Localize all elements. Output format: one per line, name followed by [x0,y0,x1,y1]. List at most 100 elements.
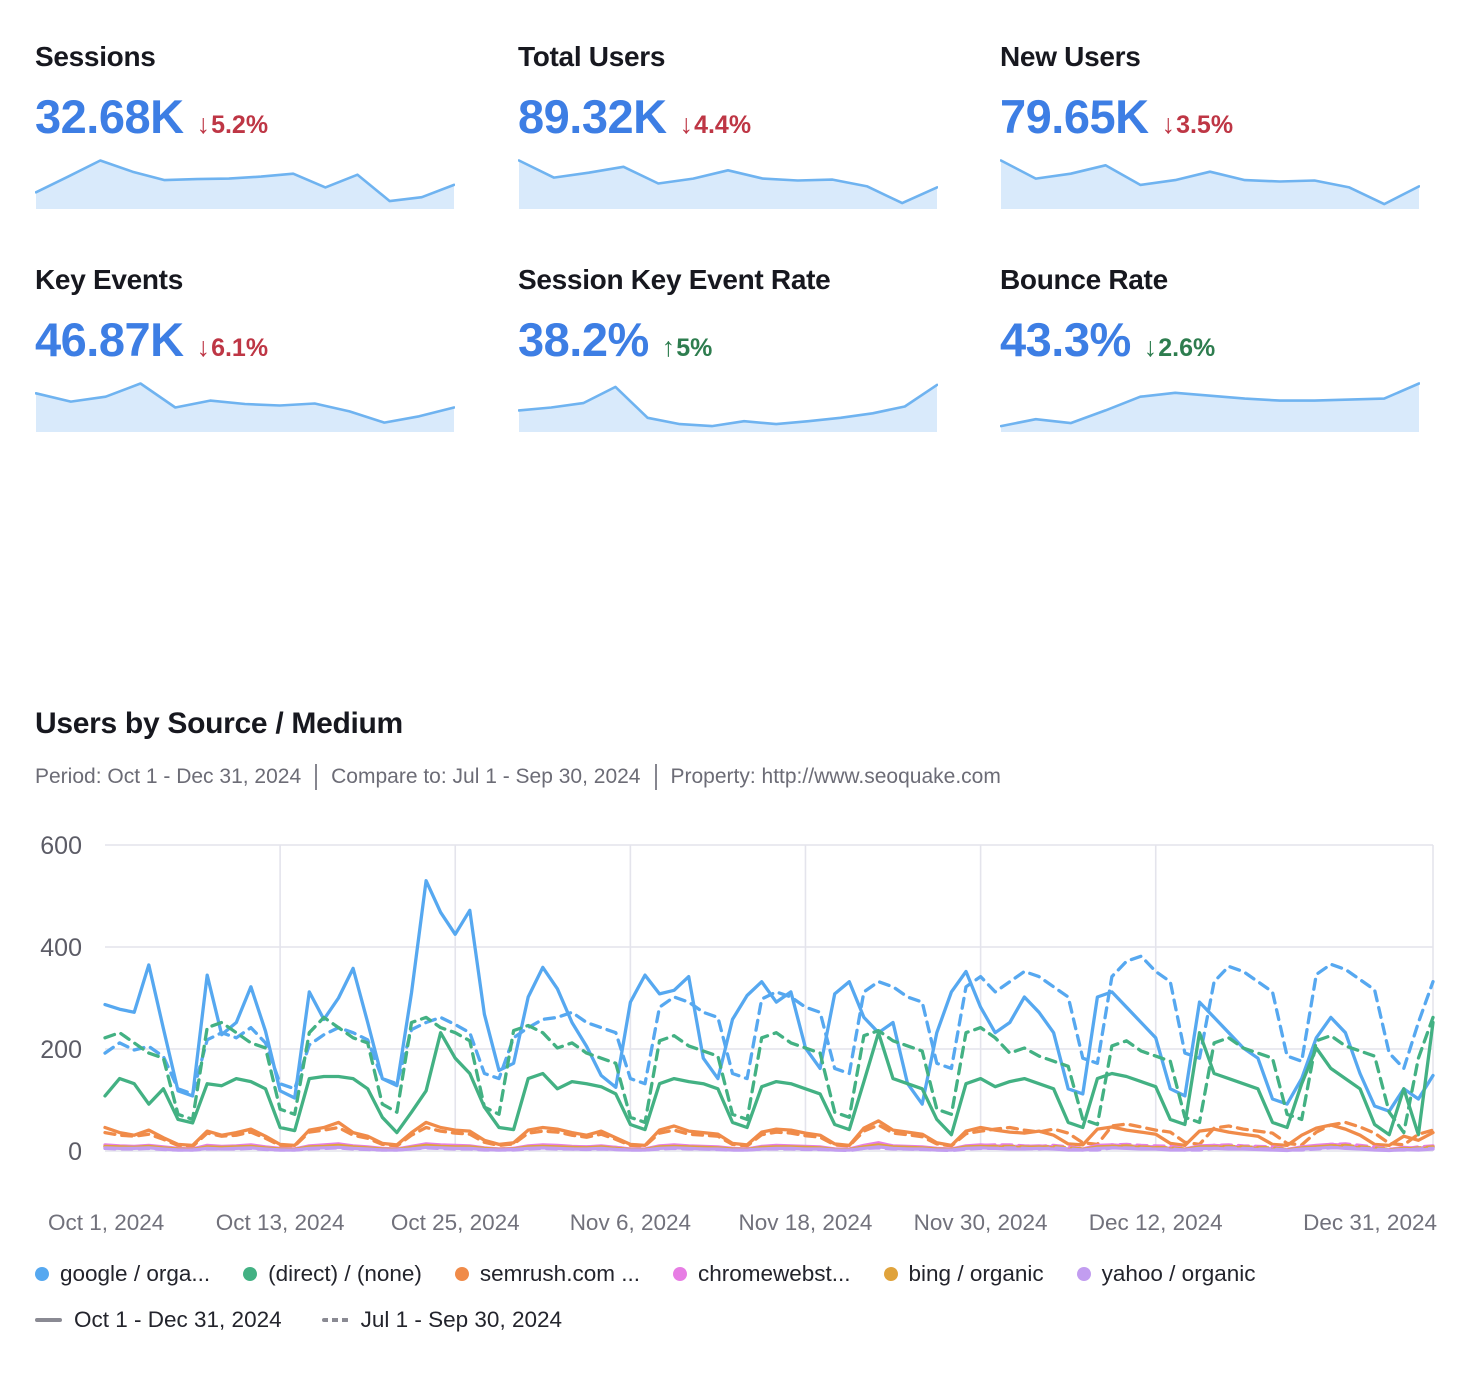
legend-label: (direct) / (none) [268,1261,422,1286]
kpi-title: Sessions [35,41,156,72]
kpi-delta-value: 2.6% [1158,334,1216,362]
y-axis-tick-label: 0 [68,1138,82,1166]
x-axis-tick-label: Dec 31, 2024 [1303,1210,1437,1235]
property-label: Property: http://www.seoquake.com [670,765,1001,788]
series-line-google-organic-current [103,879,1435,1113]
kpi-sparkline [518,383,938,432]
users-by-source-chart[interactable]: 600 400 200 0 Oct 1, 2024 Oct 13, 2024 Oct 25,… [0,830,1482,1250]
legend-label: google / orga... [60,1261,211,1286]
kpi-delta: ↓ 6.1% [197,332,268,363]
legend-item-chromewebstore[interactable]: chromewebst... [672,1261,851,1287]
kpi-value: 38.2% [518,313,649,366]
period-label: Period: Oct 1 - Dec 31, 2024 [35,765,302,788]
kpi-sparkline [1000,159,1420,209]
legend-dot-icon [883,1267,898,1281]
kpi-title: New Users [1000,41,1141,72]
arrow-down-icon: ↓ [1143,332,1158,362]
series-line-yahoo-organic-current [103,1145,1435,1153]
kpi-sparkline [518,159,938,209]
kpi-sparkline [1000,382,1420,432]
kpi-value: 32.68K [35,90,184,143]
subtitle-divider [315,764,318,790]
legend-item-direct-none[interactable]: (direct) / (none) [243,1261,422,1287]
legend-label: chromewebst... [697,1261,851,1286]
legend-label: semrush.com ... [479,1261,640,1286]
x-axis-tick-label: Oct 25, 2024 [391,1210,520,1235]
kpi-card: Session Key Event Rate 38.2% ↑ 5% [518,263,938,486]
sparkline-area [36,160,454,209]
x-axis-tick-label: Nov 30, 2024 [914,1210,1048,1235]
kpi-title: Total Users [518,41,666,72]
y-axis-tick-label: 600 [40,832,82,860]
chart-section-title: Users by Source / Medium [35,707,403,740]
series-line-direct-none-previous [103,1015,1435,1135]
chart-legend-periods: Oct 1 - Dec 31, 2024 Jul 1 - Sep 30, 2024 [35,1307,562,1333]
kpi-delta-value: 6.1% [211,334,269,362]
legend-dot-icon [672,1267,687,1281]
x-axis-tick-label: Nov 6, 2024 [570,1210,691,1235]
legend-label: yahoo / organic [1101,1261,1256,1286]
chart-section-subtitle: Period: Oct 1 - Dec 31, 2024 Compare to:… [35,762,1001,792]
x-axis-tick-label: Dec 12, 2024 [1089,1210,1223,1235]
kpi-delta-value: 5% [676,334,713,362]
kpi-value: 46.87K [35,313,184,366]
kpi-title: Bounce Rate [1000,264,1168,295]
x-axis-tick-label: Oct 13, 2024 [216,1210,345,1235]
y-axis-tick-label: 200 [40,1036,82,1064]
legend-dot-icon [243,1267,258,1281]
legend-period-label: Jul 1 - Sep 30, 2024 [360,1307,562,1332]
chart-legend-sources: google / orga... (direct) / (none) semrush… [35,1261,1255,1287]
legend-dot-icon [1076,1267,1091,1281]
sparkline-line [1000,382,1420,428]
sparkline-line [518,383,938,428]
kpi-card: Key Events 46.87K ↓ 6.1% [35,263,455,486]
series-line-semrush-current [103,1119,1435,1148]
arrow-down-icon: ↓ [196,332,211,362]
sparkline-area [36,383,454,432]
sparkline-line [518,159,938,205]
sparkline-area [1001,383,1419,432]
sparkline-area [1001,160,1419,209]
arrow-down-icon: ↓ [1161,109,1176,139]
kpi-grid: Sessions 32.68K ↓ 5.2% Total Users 89.32K ↓ 4.4… [35,40,1447,486]
legend-item-period-dashed[interactable]: Jul 1 - Sep 30, 2024 [321,1307,562,1333]
kpi-value: 43.3% [1000,313,1131,366]
legend-item-bing-organic[interactable]: bing / organic [883,1261,1044,1287]
x-axis-tick-label: Nov 18, 2024 [739,1210,873,1235]
sparkline-line [35,159,455,203]
solid-line-icon [35,1317,62,1323]
x-axis-tick-label: Oct 1, 2024 [48,1210,164,1235]
kpi-title: Session Key Event Rate [518,264,831,295]
kpi-delta: ↑ 5% [662,332,713,363]
kpi-card: Sessions 32.68K ↓ 5.2% [35,40,455,263]
kpi-value: 79.65K [1000,90,1149,143]
kpi-sparkline [35,382,455,432]
legend-item-semrush[interactable]: semrush.com ... [454,1261,640,1287]
arrow-up-icon: ↑ [661,332,676,362]
kpi-card: New Users 79.65K ↓ 3.5% [1000,40,1420,263]
y-axis-tick-label: 400 [40,934,82,962]
chart-canvas: 600 400 200 0 Oct 1, 2024 Oct 13, 2024 Oct 25,… [40,832,1437,1235]
kpi-delta: ↓ 4.4% [680,109,751,140]
legend-item-google-organic[interactable]: google / orga... [35,1261,210,1287]
subtitle-divider [654,764,657,790]
kpi-title: Key Events [35,264,183,295]
series-line-direct-none-current [103,1020,1435,1137]
dashed-line-icon [321,1317,349,1323]
kpi-sparkline [35,159,455,209]
kpi-delta-value: 3.5% [1176,111,1234,139]
arrow-down-icon: ↓ [196,109,211,139]
legend-item-period-solid[interactable]: Oct 1 - Dec 31, 2024 [35,1307,282,1333]
kpi-value: 89.32K [518,90,667,143]
arrow-down-icon: ↓ [679,109,694,139]
sparkline-line [1000,159,1420,206]
kpi-delta: ↓ 5.2% [197,109,268,140]
kpi-card: Bounce Rate 43.3% ↓ 2.6% [1000,263,1420,486]
sparkline-area [519,160,937,209]
legend-dot-icon [454,1267,469,1281]
legend-label: bing / organic [908,1261,1044,1286]
legend-item-yahoo-organic[interactable]: yahoo / organic [1076,1261,1256,1287]
kpi-delta-value: 5.2% [211,111,269,139]
kpi-card: Total Users 89.32K ↓ 4.4% [518,40,938,263]
